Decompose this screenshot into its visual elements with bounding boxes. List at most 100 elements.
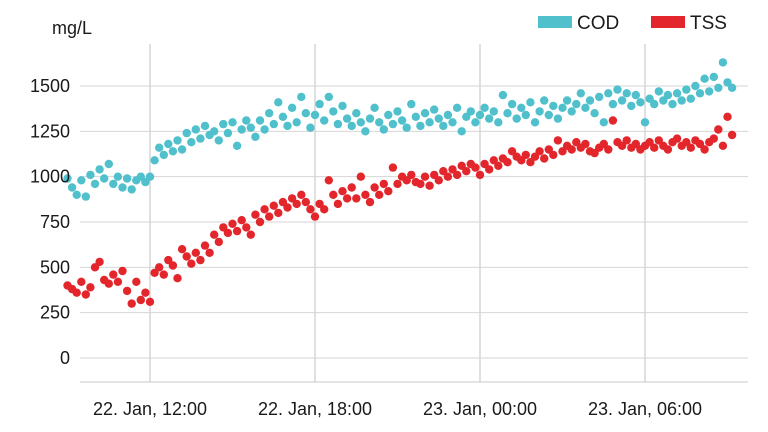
data-point-tss: [338, 187, 347, 196]
legend-label-cod: COD: [577, 13, 619, 34]
data-point-cod: [63, 174, 72, 183]
data-point-cod: [118, 183, 127, 192]
data-point-cod: [439, 121, 448, 131]
data-point-cod: [581, 103, 590, 113]
data-point-cod: [691, 81, 700, 91]
data-point-tss: [324, 176, 333, 185]
data-point-tss: [219, 223, 228, 232]
y-tick-label: 750: [40, 212, 70, 232]
data-point-tss: [196, 255, 205, 265]
data-point-tss: [471, 163, 480, 172]
data-point-cod: [223, 128, 233, 138]
data-point-cod: [301, 109, 310, 118]
data-point-tss: [608, 116, 618, 125]
data-point-cod: [475, 110, 485, 120]
data-point-tss: [200, 241, 210, 250]
data-point-tss: [384, 187, 393, 196]
data-point-cod: [219, 119, 228, 129]
data-point-tss: [494, 161, 503, 170]
data-point-cod: [420, 109, 430, 118]
data-point-cod: [100, 174, 109, 183]
data-point-tss: [320, 205, 329, 214]
data-point-tss: [342, 194, 352, 203]
data-point-cod: [526, 98, 535, 107]
data-point-tss: [714, 125, 723, 134]
data-point-tss: [686, 143, 695, 152]
y-tick-label: 500: [40, 257, 70, 277]
data-point-cod: [714, 83, 723, 93]
data-point-cod: [654, 87, 663, 96]
legend-item-tss[interactable]: TSS: [651, 13, 727, 34]
data-point-tss: [283, 203, 292, 212]
data-point-cod: [608, 99, 618, 109]
data-point-cod: [292, 118, 301, 127]
data-point-cod: [613, 85, 622, 94]
data-point-tss: [549, 150, 558, 160]
data-point-tss: [439, 167, 448, 176]
data-point-cod: [260, 125, 269, 134]
data-point-cod: [113, 172, 123, 181]
data-point-cod: [168, 147, 178, 156]
data-point-cod: [77, 176, 86, 185]
data-point-cod: [210, 127, 219, 136]
data-point-tss: [86, 283, 95, 292]
data-point-tss: [347, 183, 356, 192]
data-point-tss: [375, 190, 384, 199]
data-point-tss: [274, 208, 283, 218]
data-point-cod: [287, 103, 297, 113]
data-point-cod: [402, 123, 411, 132]
data-point-tss: [352, 194, 361, 203]
x-tick-label: 23. Jan, 06:00: [588, 399, 702, 419]
y-tick-label: 1500: [30, 76, 70, 96]
data-point-tss: [155, 263, 164, 272]
data-point-cod: [558, 103, 567, 113]
legend: COD TSS: [538, 13, 727, 34]
data-point-cod: [695, 89, 705, 98]
data-point-cod: [686, 94, 695, 103]
data-point-tss: [663, 145, 673, 154]
data-point-cod: [365, 114, 375, 123]
data-point-cod: [663, 90, 673, 100]
data-point-tss: [526, 158, 535, 167]
data-point-tss: [645, 138, 654, 147]
data-point-cod: [567, 107, 576, 116]
data-point-cod: [274, 98, 283, 107]
data-point-cod: [498, 90, 508, 100]
legend-item-cod[interactable]: COD: [538, 13, 619, 34]
data-point-cod: [503, 109, 512, 118]
data-point-cod: [562, 96, 572, 105]
data-point-cod: [585, 96, 595, 105]
data-point-cod: [572, 99, 581, 109]
data-point-cod: [535, 107, 544, 116]
data-point-tss: [462, 167, 471, 176]
data-point-cod: [104, 159, 114, 169]
data-point-cod: [159, 150, 168, 160]
data-point-cod: [329, 107, 338, 116]
data-point-cod: [122, 174, 132, 183]
data-point-cod: [269, 119, 278, 129]
data-point-tss: [475, 170, 485, 180]
data-point-tss: [223, 228, 233, 238]
data-point-cod: [81, 192, 91, 201]
x-tick-label: 22. Jan, 12:00: [93, 399, 207, 419]
data-point-tss: [145, 297, 155, 306]
data-point-tss: [434, 176, 443, 185]
data-point-cod: [200, 121, 210, 131]
data-point-cod: [407, 99, 416, 109]
data-point-cod: [361, 127, 370, 136]
data-point-tss: [104, 279, 114, 288]
data-point-cod: [471, 118, 480, 127]
data-point-cod: [347, 121, 356, 131]
legend-swatch-tss: [651, 16, 685, 28]
data-point-cod: [145, 172, 155, 181]
data-point-tss: [287, 194, 297, 203]
data-point-cod: [251, 132, 260, 141]
data-point-tss: [251, 210, 260, 219]
data-point-cod: [155, 143, 164, 152]
data-point-tss: [723, 112, 732, 122]
data-point-tss: [333, 199, 343, 209]
data-point-tss: [109, 270, 118, 279]
data-point-cod: [375, 118, 384, 127]
data-point-cod: [443, 110, 453, 120]
